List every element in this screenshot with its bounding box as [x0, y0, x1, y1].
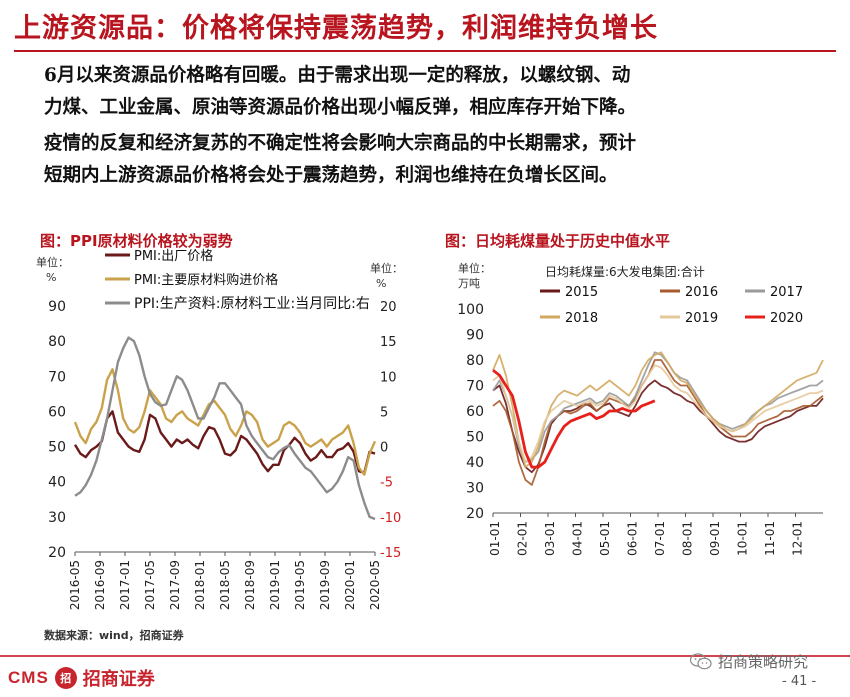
y-tick: 40 — [466, 455, 484, 471]
coal-consumption-chart: 单位：万吨日均耗煤量:6大发电集团:合计10090807060504030200… — [457, 261, 824, 556]
legend-label-2016: 2016 — [685, 285, 718, 300]
legend-label-2015: 2015 — [565, 285, 598, 300]
x-tick-label: 03-01 — [543, 521, 557, 556]
page-number: - 41 - — [782, 674, 817, 689]
right-y-tick: 5 — [380, 405, 388, 420]
series-line-2016 — [492, 359, 824, 486]
y-tick: 20 — [466, 506, 484, 522]
legend-label-2018: 2018 — [565, 311, 598, 326]
y-tick: 90 — [466, 328, 484, 344]
page-title: 上游资源品：价格将保持震荡趋势，利润维持负增长 — [14, 13, 658, 44]
y-tick: 50 — [466, 430, 484, 446]
cms-logo: CMS 招 招商证券 — [8, 665, 155, 691]
x-tick-label: 09-01 — [708, 521, 722, 556]
y-tick: 70 — [466, 379, 484, 395]
right-y-tick: 10 — [380, 370, 397, 385]
left-axis-unit-label: 单位： — [36, 255, 69, 269]
y-tick: 100 — [457, 302, 484, 318]
y-axis-unit-symbol: 万吨 — [458, 277, 480, 290]
wechat-account-name: 招商策略研究 — [718, 653, 809, 671]
x-tick-label: 06-01 — [626, 521, 640, 556]
right-y-tick: 0 — [380, 441, 388, 456]
right-y-tick: -5 — [380, 476, 393, 491]
x-tick-label: 08-01 — [681, 521, 695, 556]
y-tick: 30 — [466, 481, 484, 497]
x-tick-label: 01-01 — [488, 521, 502, 556]
left-axis-unit-symbol: % — [46, 271, 56, 284]
paragraph-1-line-1: 6月以来资源品价格略有回暖。由于需求出现一定的释放，以螺纹钢、动 — [44, 65, 631, 86]
x-tick-label: 07-01 — [653, 521, 667, 556]
logo-cms-text: CMS — [8, 668, 49, 687]
x-tick-label: 2019-01 — [268, 560, 282, 610]
ppi-chart: 单位：%单位：%908070605040302020151050-5-10-15… — [36, 248, 403, 610]
y-tick: 60 — [466, 404, 484, 420]
x-tick-label: 2018-09 — [243, 560, 257, 610]
logo-mark-icon: 招 — [54, 667, 77, 689]
series-line-2 — [73, 368, 377, 476]
left-y-tick: 20 — [48, 545, 66, 561]
x-tick-label: 04-01 — [571, 521, 585, 556]
x-tick-label: 2017-09 — [168, 560, 182, 610]
paragraph-1-line-2: 力煤、工业金属、原油等资源品价格出现小幅反弹，相应库存开始下降。 — [44, 97, 637, 118]
x-tick-label: 2017-05 — [143, 560, 157, 610]
legend-label-1: PMI:出厂价格 — [134, 248, 213, 264]
title-underline — [14, 50, 836, 52]
x-tick-label: 2018-05 — [218, 560, 232, 610]
x-tick-label: 2018-01 — [193, 560, 207, 610]
x-tick-label: 2019-05 — [293, 560, 307, 610]
paragraph-1: 6月以来资源品价格略有回暖。由于需求出现一定的释放，以螺纹钢、动 力煤、工业金属… — [44, 60, 834, 124]
right-axis-unit-label: 单位： — [370, 261, 403, 275]
left-y-tick: 90 — [48, 299, 66, 315]
left-y-tick: 50 — [48, 440, 66, 456]
series-line-2019 — [492, 364, 824, 463]
series-line-2020 — [492, 369, 656, 469]
right-y-tick: 15 — [380, 335, 397, 350]
right-chart-title: 图：日均耗煤量处于历史中值水平 — [445, 232, 671, 250]
y-tick: 80 — [466, 353, 484, 369]
right-y-tick: 20 — [380, 300, 397, 315]
x-tick-label: 11-01 — [763, 521, 777, 556]
x-tick-label: 2020-05 — [368, 560, 382, 610]
wechat-icon — [690, 653, 712, 670]
series-line-1 — [73, 410, 376, 475]
wechat-watermark: 招商策略研究 — [690, 651, 808, 672]
x-tick-label: 02-01 — [516, 521, 530, 556]
right-y-tick: -10 — [380, 511, 401, 526]
left-y-tick: 60 — [48, 404, 66, 420]
legend-label-2020: 2020 — [770, 311, 803, 326]
x-tick-label: 2016-05 — [68, 560, 82, 610]
left-y-tick: 70 — [48, 369, 66, 385]
legend-label-3: PPI:生产资料:原材料工业:当月同比:右 — [134, 296, 370, 312]
x-tick-label: 2017-01 — [118, 560, 132, 610]
right-y-tick: -15 — [380, 546, 401, 561]
x-tick-label: 2020-01 — [343, 560, 357, 610]
paragraph-2: 疫情的反复和经济复苏的不确定性将会影响大宗商品的中长期需求，预计 短期内上游资源… — [44, 128, 834, 192]
footer-divider — [0, 655, 850, 657]
paragraph-2-line-2: 短期内上游资源品价格将会处于震荡趋势，利润也维持在负增长区间。 — [44, 165, 618, 186]
chart-subtitle: 日均耗煤量:6大发电集团:合计 — [545, 264, 705, 279]
left-y-tick: 40 — [48, 475, 66, 491]
logo-company-name: 招商证券 — [82, 669, 155, 690]
x-tick-label: 12-01 — [791, 521, 805, 556]
right-axis-unit-symbol: % — [376, 277, 386, 290]
y-axis-unit-label: 单位： — [458, 261, 491, 275]
left-y-tick: 30 — [48, 510, 66, 526]
legend-label-2017: 2017 — [770, 285, 803, 300]
legend-label-2019: 2019 — [685, 311, 718, 326]
x-tick-label: 2019-09 — [318, 560, 332, 610]
left-chart-title: 图：PPI原材料价格较为弱势 — [40, 232, 233, 250]
legend-label-2: PMI:主要原材料购进价格 — [134, 272, 278, 288]
series-line-2015 — [492, 379, 824, 474]
x-tick-label: 10-01 — [736, 521, 750, 556]
series-line-3 — [74, 336, 376, 521]
x-tick-label: 05-01 — [598, 521, 612, 556]
left-y-tick: 80 — [48, 334, 66, 350]
paragraph-2-line-1: 疫情的反复和经济复苏的不确定性将会影响大宗商品的中长期需求，预计 — [44, 133, 637, 154]
x-tick-label: 2016-09 — [93, 560, 107, 610]
data-source-note: 数据来源：wind，招商证券 — [44, 629, 184, 642]
